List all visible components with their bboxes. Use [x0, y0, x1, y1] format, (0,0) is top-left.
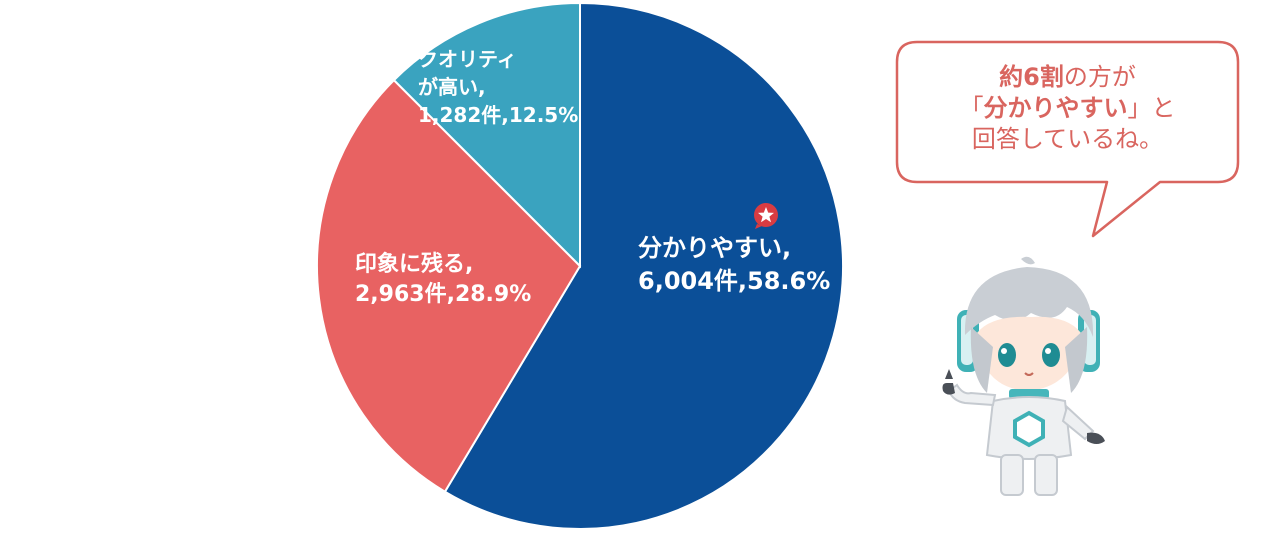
data-label-insho-line2: 2,963件,28.9%	[355, 282, 532, 307]
callout-text: 約6割の方が 「分かりやすい」と 回答しているね。	[905, 62, 1230, 155]
robot-mascot-icon	[942, 256, 1105, 496]
data-label-wakariyasui: 分かりやすい, 6,004件,58.6%	[638, 232, 830, 298]
callout-line-2: 「分かりやすい」と	[905, 93, 1230, 124]
callout-emph-ratio: 約6割	[999, 63, 1064, 91]
callout-line-3: 回答しているね。	[971, 125, 1164, 153]
callout-emph-answer: 分かりやすい	[983, 94, 1128, 122]
data-label-quality-line3: 1,282件,12.5%	[418, 103, 579, 127]
callout-line1-rest: の方が	[1063, 63, 1136, 91]
pie-slice-insho	[316, 78, 582, 494]
data-label-wakariyasui-line1: 分かりやすい,	[638, 234, 792, 262]
data-label-quality-line1: クオリティ	[418, 47, 517, 71]
data-label-quality: クオリティ が高い, 1,282件,12.5%	[418, 45, 578, 129]
data-label-insho-line1: 印象に残る,	[355, 252, 474, 277]
callout-bracket-open: 「	[959, 94, 984, 122]
star-icon	[754, 203, 778, 229]
pie-slice-quality	[392, 1, 581, 269]
callout-line-1: 約6割の方が	[905, 62, 1230, 93]
pie-slices	[316, 1, 844, 530]
data-label-insho: 印象に残る, 2,963件,28.9%	[355, 250, 531, 310]
data-label-wakariyasui-line2: 6,004件,58.6%	[638, 267, 831, 295]
pie-slice-wakariyasui	[443, 1, 844, 530]
speech-bubble	[895, 40, 1240, 238]
data-label-quality-line2: が高い,	[418, 75, 486, 99]
callout-bracket-close: 」と	[1127, 94, 1176, 122]
